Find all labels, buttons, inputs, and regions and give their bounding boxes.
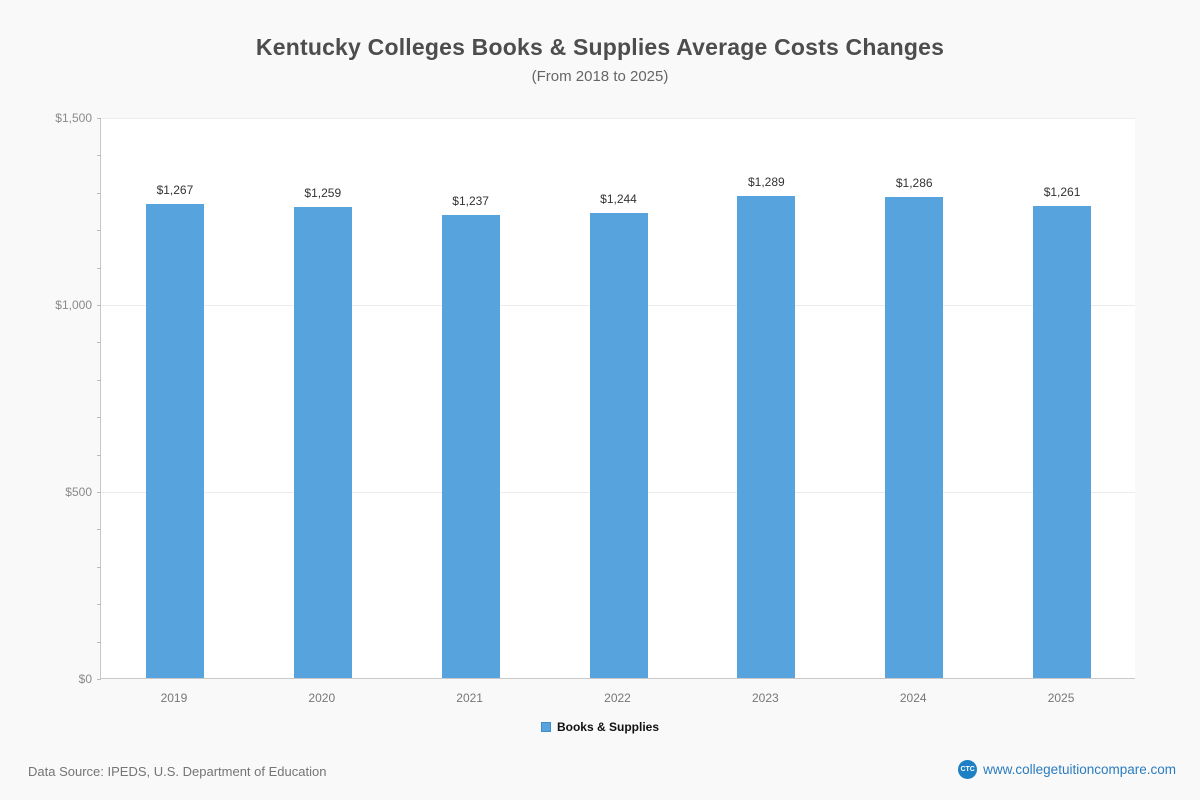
bar-2022 — [589, 212, 648, 678]
x-axis-label: 2024 — [899, 691, 927, 705]
chart-legend: Books & Supplies — [0, 720, 1200, 734]
chart-title: Kentucky Colleges Books & Supplies Avera… — [255, 34, 945, 60]
y-axis-tick — [97, 379, 101, 381]
x-axis-label: 2023 — [751, 691, 779, 705]
x-axis-label: 2020 — [308, 691, 336, 705]
y-axis-label: $0 — [78, 672, 92, 686]
y-axis-tick — [97, 679, 101, 680]
bar-2023 — [737, 195, 796, 678]
y-axis-tick — [97, 492, 101, 493]
bar-value-label: $1,244 — [600, 191, 637, 206]
y-axis-tick — [97, 566, 101, 568]
x-axis-label: 2025 — [1047, 691, 1075, 705]
legend-swatch-books-supplies — [540, 722, 551, 732]
site-url-link[interactable]: www.collegetuitioncompare.com — [983, 762, 1176, 777]
y-axis-tick — [97, 305, 101, 306]
bar-chart-plot-area: $1,267 $1,259 $1,237 $1,244 $1,289 $1,286 $1,2… — [97, 118, 1135, 680]
x-axis-label: 2021 — [456, 691, 483, 705]
y-axis-tick — [97, 155, 101, 157]
y-axis-tick — [97, 417, 101, 419]
y-axis-tick — [97, 267, 101, 269]
bar-2024 — [885, 197, 944, 678]
x-axis-label: 2022 — [604, 691, 631, 705]
x-axis-label: 2019 — [160, 691, 188, 705]
y-axis-tick — [97, 192, 101, 194]
y-axis-tick — [97, 529, 101, 531]
chart-subtitle: (From 2018 to 2025) — [531, 68, 669, 85]
y-axis-label: $1,000 — [55, 298, 92, 312]
ctc-logo-icon: CTC — [958, 760, 978, 779]
bar-value-label: $1,286 — [895, 176, 933, 191]
bar-value-label: $1,261 — [1043, 185, 1081, 200]
bar-2019 — [145, 204, 204, 678]
y-axis-tick — [97, 641, 101, 643]
bar-value-label: $1,259 — [304, 186, 342, 201]
legend-label: Books & Supplies — [556, 720, 660, 734]
bar-2025 — [1033, 206, 1092, 678]
y-axis-label: $1,500 — [55, 111, 92, 125]
site-credit[interactable]: CTC www.collegetuitioncompare.com — [958, 760, 1176, 779]
y-axis-tick — [97, 342, 101, 344]
bar-value-label: $1,267 — [156, 183, 194, 198]
y-axis-tick — [97, 604, 101, 606]
bar-2020 — [293, 207, 352, 678]
bar-2021 — [441, 215, 500, 678]
bar-value-label: $1,289 — [747, 174, 785, 189]
data-source-text: Data Source: IPEDS, U.S. Department of E… — [28, 764, 327, 779]
y-axis-tick — [97, 118, 101, 119]
y-axis-tick — [97, 454, 101, 456]
y-axis-label: $500 — [65, 485, 92, 499]
y-axis-tick — [97, 230, 101, 232]
gridline — [101, 118, 1135, 119]
bar-value-label: $1,237 — [452, 194, 489, 209]
